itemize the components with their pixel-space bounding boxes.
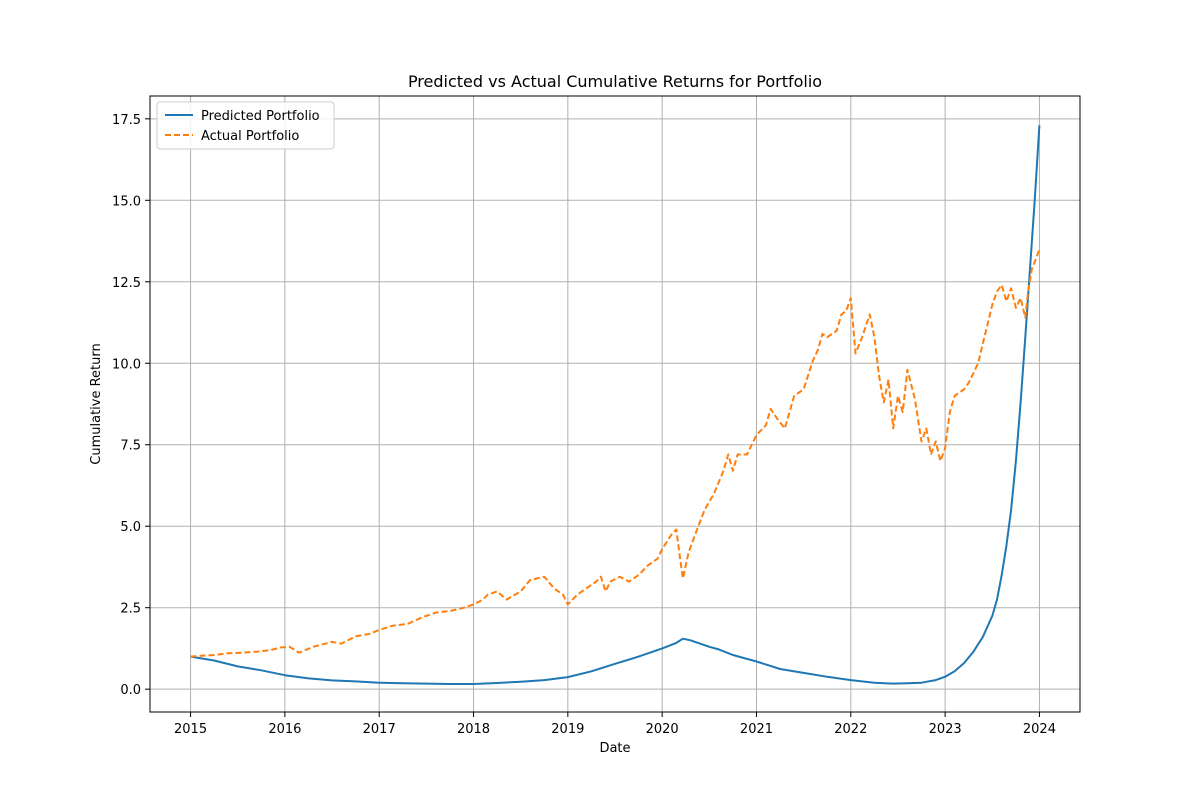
y-tick-label: 15.0 [112, 194, 141, 209]
y-tick-label: 5.0 [120, 520, 141, 535]
x-tick-label: 2016 [268, 722, 301, 737]
y-axis-ticks: 0.0 2.5 5.0 7.5 10.0 12.5 15.0 17.5 [112, 113, 150, 698]
y-tick-label: 10.0 [112, 357, 141, 372]
legend-label-actual: Actual Portfolio [201, 129, 299, 144]
x-tick-label: 2018 [457, 722, 490, 737]
x-tick-label: 2021 [740, 722, 773, 737]
x-tick-label: 2023 [929, 722, 962, 737]
x-axis-label: Date [599, 741, 630, 756]
plot-series [190, 125, 1041, 685]
x-tick-label: 2015 [174, 722, 207, 737]
grid-lines [150, 96, 1080, 712]
plot-area-frame [149, 95, 1081, 713]
x-tick-label: 2020 [646, 722, 679, 737]
y-tick-label: 2.5 [120, 602, 141, 617]
x-tick-label: 2022 [834, 722, 867, 737]
legend-label-predicted: Predicted Portfolio [201, 109, 320, 124]
x-tick-label: 2017 [363, 722, 396, 737]
y-axis-label: Cumulative Return [89, 343, 104, 464]
chart-title: Predicted vs Actual Cumulative Returns f… [408, 72, 822, 91]
y-tick-label: 12.5 [112, 276, 141, 291]
x-tick-label: 2019 [551, 722, 584, 737]
x-tick-label: 2024 [1023, 722, 1056, 737]
y-tick-label: 0.0 [120, 683, 141, 698]
x-axis-ticks: 2015 2016 2017 2018 2019 2020 2021 2022 2023 2024 [174, 712, 1056, 737]
actual-portfolio-line [190, 248, 1041, 658]
y-tick-label: 7.5 [120, 439, 141, 454]
y-tick-label: 17.5 [112, 113, 141, 128]
legend-box [156, 101, 335, 150]
chart-legend: Predicted Portfolio Actual Portfolio [156, 101, 335, 150]
predicted-portfolio-line [190, 125, 1041, 685]
